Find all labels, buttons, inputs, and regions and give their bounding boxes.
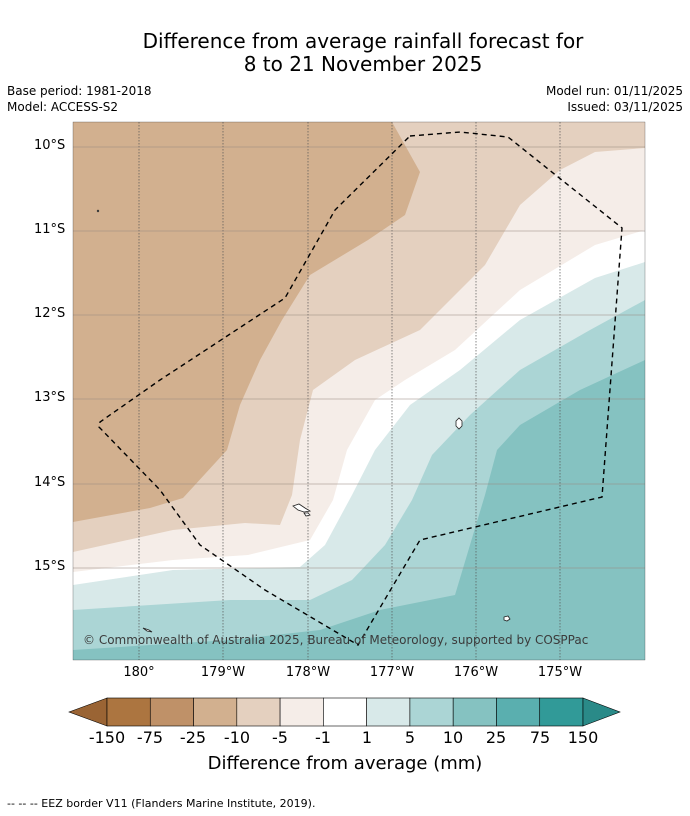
- lon-label: 176°W: [453, 665, 499, 680]
- colorbar-label: -75: [136, 728, 164, 747]
- colorbar-cell: [323, 697, 367, 727]
- graticule: [138, 122, 561, 660]
- eez-legend: -- -- -- EEZ border V11 (Flanders Marine…: [7, 797, 316, 810]
- lon-label: 175°W: [537, 665, 583, 680]
- colorbar: [68, 697, 621, 727]
- colorbar-label: 5: [404, 728, 416, 747]
- island-dot: [96, 209, 100, 213]
- lon-label: 177°W: [369, 665, 415, 680]
- colorbar-cell: [409, 697, 454, 727]
- colorbar-high-extend: [582, 697, 621, 727]
- colorbar-cell: [279, 697, 324, 727]
- colorbar-cell: [539, 697, 584, 727]
- copyright-text: © Commonwealth of Australia 2025, Bureau…: [83, 633, 589, 647]
- title-line-1: Difference from average rainfall forecas…: [142, 29, 584, 53]
- colorbar-label: 10: [442, 728, 464, 747]
- islands: [96, 209, 511, 633]
- colorbar-title: Difference from average (mm): [207, 753, 483, 774]
- model-run-text: Model run: 01/11/2025: [545, 84, 683, 98]
- colorbar-cells: [106, 697, 584, 727]
- island-lau: [292, 503, 312, 513]
- colorbar-label: 75: [529, 728, 551, 747]
- lon-label: 179°W: [200, 665, 246, 680]
- island-southwest: [142, 627, 153, 633]
- colorbar-cell: [496, 697, 541, 727]
- map-frame: [72, 121, 646, 661]
- island-east: [455, 417, 463, 430]
- colorbar-label: -1: [315, 728, 331, 747]
- base-period-text: Base period: 1981-2018: [7, 84, 152, 98]
- latitude-lines: [73, 146, 645, 569]
- band-minus25-to-minus10: [73, 122, 420, 522]
- colorbar-cell: [236, 697, 281, 727]
- lat-label: 10°S: [34, 138, 66, 153]
- colorbar-label: -25: [179, 728, 207, 747]
- lat-label: 12°S: [34, 306, 66, 321]
- colorbar-label: 1: [361, 728, 373, 747]
- colorbar-low-extend: [68, 697, 108, 727]
- lon-label: 178°W: [285, 665, 331, 680]
- lon-label: 180°: [123, 665, 155, 680]
- title-line-2: 8 to 21 November 2025: [243, 52, 483, 76]
- metadata-left: Base period: 1981-2018 Model: ACCESS-S2: [7, 83, 152, 115]
- colorbar-label: -5: [272, 728, 288, 747]
- lat-label: 15°S: [34, 559, 66, 574]
- island-small: [303, 512, 311, 517]
- rainfall-difference-layers: [73, 122, 645, 660]
- colorbar-cell: [149, 697, 194, 727]
- map-title: Difference from average rainfall forecas…: [0, 30, 690, 76]
- eez-border: [98, 131, 623, 646]
- colorbar-cell: [106, 697, 151, 727]
- model-text: Model: ACCESS-S2: [7, 100, 119, 114]
- colorbar-label: 150: [567, 728, 599, 747]
- lat-label: 11°S: [34, 222, 66, 237]
- colorbar-label: -10: [223, 728, 251, 747]
- colorbar-cell: [366, 697, 411, 727]
- colorbar-cell: [452, 697, 497, 727]
- issued-text: Issued: 03/11/2025: [567, 100, 683, 114]
- colorbar-label: -150: [88, 728, 126, 747]
- colorbar-cell: [193, 697, 238, 727]
- lat-label: 14°S: [34, 475, 66, 490]
- island-south: [503, 615, 511, 622]
- colorbar-label: 25: [485, 728, 507, 747]
- lat-label: 13°S: [34, 390, 66, 405]
- metadata-right: Model run: 01/11/2025 Issued: 03/11/2025: [546, 83, 683, 115]
